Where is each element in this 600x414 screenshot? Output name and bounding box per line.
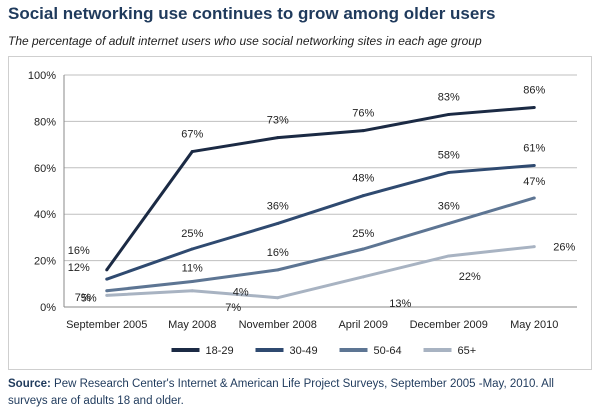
data-point xyxy=(190,247,194,251)
y-tick-label: 100% xyxy=(28,70,56,82)
data-label: 16% xyxy=(267,247,289,259)
data-label: 7% xyxy=(225,302,241,314)
data-point xyxy=(105,277,109,281)
data-label: 47% xyxy=(523,176,545,188)
data-point xyxy=(532,163,536,167)
data-label: 58% xyxy=(438,149,460,161)
data-label: 26% xyxy=(553,242,575,254)
data-point xyxy=(190,289,194,293)
data-label: 61% xyxy=(523,142,545,154)
data-point xyxy=(532,105,536,109)
x-tick-label: May 2008 xyxy=(168,319,216,331)
data-label: 22% xyxy=(459,271,481,283)
data-label: 48% xyxy=(352,173,374,185)
data-point xyxy=(361,247,365,251)
y-tick-label: 80% xyxy=(34,116,56,128)
legend-label: 50-64 xyxy=(374,345,402,357)
data-point xyxy=(105,268,109,272)
chart-panel: 0% 20% 40% 60% 80% 100% September 2005 May 2008… xyxy=(8,56,592,370)
legend-label: 18-29 xyxy=(206,345,234,357)
legend-label: 65+ xyxy=(458,345,477,357)
data-point xyxy=(447,112,451,116)
chart-subtitle: The percentage of adult internet users w… xyxy=(8,34,482,48)
data-label: 36% xyxy=(438,200,460,212)
data-point xyxy=(276,221,280,225)
y-tick-label: 60% xyxy=(34,163,56,175)
data-point xyxy=(447,221,451,225)
data-label: 73% xyxy=(267,115,289,127)
data-point xyxy=(361,275,365,279)
data-label: 11% xyxy=(182,262,203,274)
source-text: Pew Research Center's Internet & America… xyxy=(8,378,554,407)
data-label: 67% xyxy=(181,129,203,141)
data-label: 86% xyxy=(523,84,545,96)
chart-title: Social networking use continues to grow … xyxy=(8,4,496,23)
source-label: Source: xyxy=(8,378,51,390)
data-point xyxy=(105,289,109,293)
data-point xyxy=(190,279,194,283)
data-point xyxy=(361,194,365,198)
y-tick-label: 20% xyxy=(34,256,56,268)
data-label: 7% xyxy=(75,292,91,304)
data-point xyxy=(190,150,194,154)
data-label: 12% xyxy=(68,262,90,274)
data-point xyxy=(105,293,109,297)
series-line-65+ xyxy=(106,245,535,300)
data-point xyxy=(276,296,280,300)
data-point xyxy=(532,245,536,249)
data-point xyxy=(276,136,280,140)
y-tick-label: 0% xyxy=(40,302,56,314)
data-point xyxy=(447,254,451,258)
data-label: 76% xyxy=(352,108,374,120)
x-tick-label: November 2008 xyxy=(239,319,317,331)
data-label: 13% xyxy=(389,298,411,310)
series-line-30-49 xyxy=(106,163,535,281)
series-line-18-29 xyxy=(105,105,535,271)
x-tick-label: December 2009 xyxy=(410,319,488,331)
y-tick-label: 40% xyxy=(34,209,56,221)
data-point xyxy=(276,268,280,272)
data-label: 25% xyxy=(181,228,203,240)
data-label: 83% xyxy=(438,91,460,103)
data-point xyxy=(532,196,536,200)
series-line-50-64 xyxy=(106,196,535,293)
data-label: 36% xyxy=(267,200,289,212)
x-tick-label: September 2005 xyxy=(66,319,147,331)
x-tick-label: May 2010 xyxy=(510,319,558,331)
data-point xyxy=(361,129,365,133)
data-label: 5% xyxy=(81,292,97,304)
legend-label: 30-49 xyxy=(290,345,318,357)
source-note: Source: Pew Research Center's Internet &… xyxy=(8,376,592,410)
data-label: 4% xyxy=(233,287,249,299)
data-label: 25% xyxy=(352,228,374,240)
data-point xyxy=(447,170,451,174)
x-tick-label: April 2009 xyxy=(338,319,388,331)
line-chart: 0% 20% 40% 60% 80% 100% September 2005 May 2008… xyxy=(28,70,577,357)
data-label: 16% xyxy=(68,245,90,257)
